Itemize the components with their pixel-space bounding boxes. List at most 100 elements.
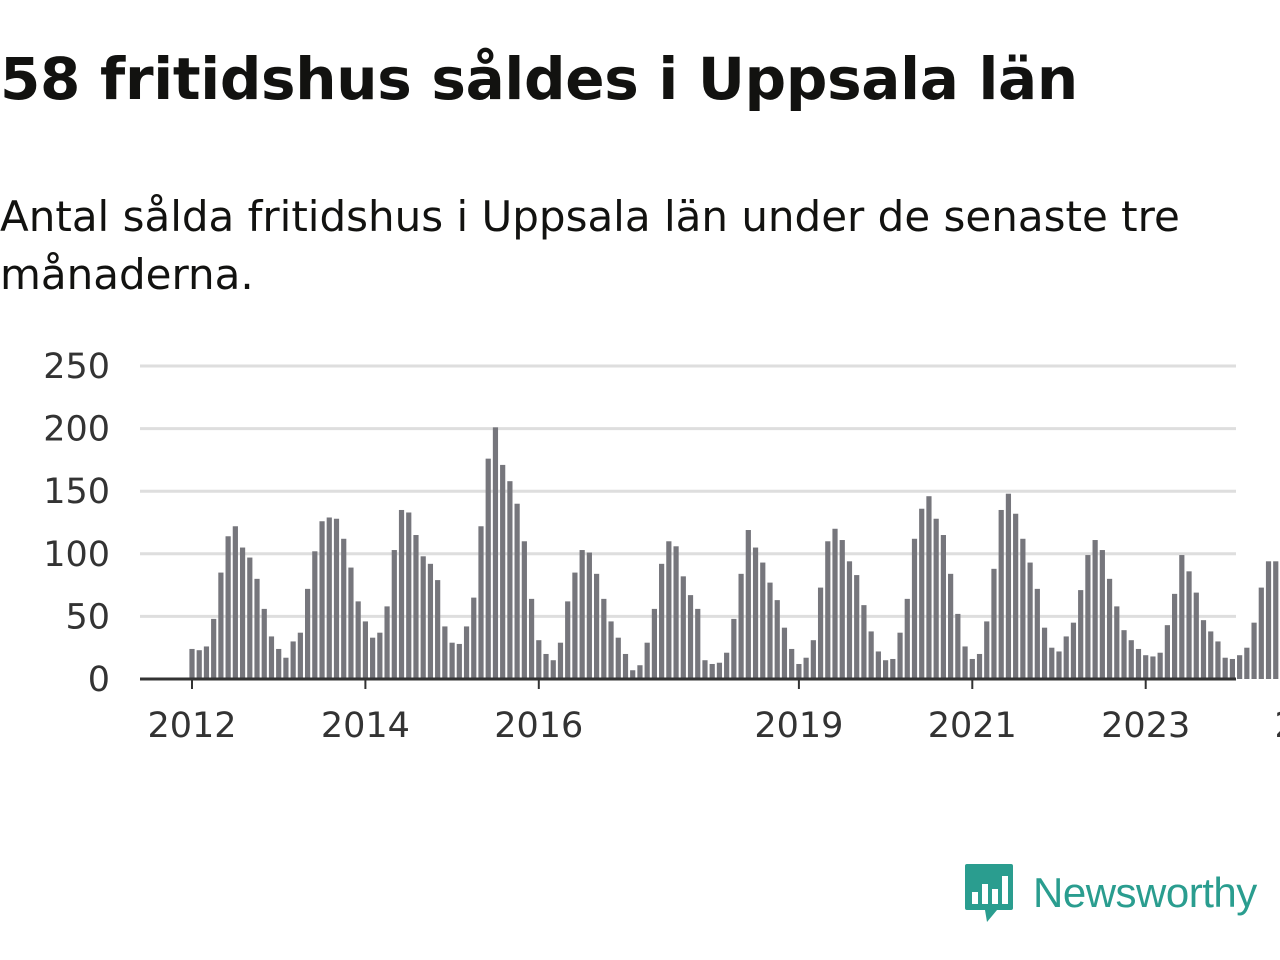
bar — [630, 670, 636, 679]
bar — [1135, 648, 1142, 679]
bar — [1157, 652, 1163, 679]
bar — [290, 641, 296, 679]
bar — [247, 557, 253, 679]
bar — [1099, 550, 1105, 679]
bar — [427, 563, 434, 679]
bar — [1085, 555, 1091, 679]
bar — [1078, 590, 1084, 679]
bar — [341, 538, 347, 679]
bar — [803, 657, 809, 679]
bar — [528, 598, 535, 679]
y-tick-label: 50 — [65, 597, 110, 637]
bar — [984, 621, 990, 679]
bar — [868, 631, 874, 679]
bar — [1013, 513, 1019, 679]
y-tick-label: 200 — [43, 410, 110, 450]
bar — [565, 601, 571, 679]
bar — [673, 546, 679, 679]
bar — [637, 665, 643, 679]
bar — [391, 550, 397, 679]
bar — [709, 663, 715, 679]
bar — [897, 632, 903, 679]
bar — [1143, 655, 1149, 679]
bar — [1049, 647, 1055, 679]
bar — [362, 621, 368, 679]
bar — [926, 496, 932, 679]
bar — [1150, 656, 1156, 679]
bar — [268, 636, 275, 679]
y-tick-label: 0 — [88, 660, 110, 700]
bar — [189, 648, 195, 679]
newsworthy-logo: Newsworthy — [963, 862, 1257, 924]
bar — [1092, 540, 1098, 679]
chart-subtitle: Antal sålda fritidshus i Uppsala län und… — [0, 192, 1180, 299]
bar — [543, 653, 549, 679]
chart-title: 58 fritidshus såldes i Uppsala län — [0, 45, 1078, 113]
bar — [594, 573, 600, 679]
bar — [962, 646, 968, 679]
bar — [1027, 562, 1033, 679]
bar — [500, 464, 506, 679]
bar — [1041, 627, 1048, 679]
x-tick-label: 2021 — [928, 706, 1017, 746]
bar — [507, 481, 513, 679]
bar — [745, 530, 751, 679]
bar — [817, 587, 824, 679]
bar — [796, 663, 802, 679]
x-tick-label: 2016 — [494, 706, 583, 746]
bar — [991, 568, 997, 679]
bar — [435, 580, 441, 679]
bar — [312, 551, 318, 679]
bar — [1215, 641, 1221, 679]
bar — [998, 509, 1004, 679]
bar — [760, 562, 766, 679]
newsworthy-logo-icon — [965, 864, 1013, 922]
bar — [680, 576, 686, 679]
bar — [948, 573, 954, 679]
bar — [218, 572, 224, 679]
bar — [319, 521, 325, 679]
bar — [767, 582, 773, 679]
bar — [1222, 657, 1228, 679]
bar — [1106, 578, 1113, 679]
x-tick-label: 2023 — [1101, 706, 1190, 746]
bar — [651, 608, 657, 679]
bar — [1265, 561, 1272, 679]
bar — [239, 547, 246, 679]
bar — [875, 651, 881, 679]
bar — [846, 561, 853, 679]
bar — [1005, 493, 1012, 679]
bar — [283, 657, 289, 679]
bar — [514, 503, 520, 679]
bar — [716, 662, 723, 679]
bar — [203, 646, 210, 679]
bar — [1020, 538, 1026, 679]
y-tick-label: 250 — [43, 347, 110, 387]
bar — [615, 637, 621, 679]
bar — [196, 650, 202, 679]
bar — [724, 652, 730, 679]
bar — [456, 643, 462, 679]
bar — [1237, 655, 1243, 679]
bar — [413, 535, 419, 679]
bar — [933, 518, 939, 679]
bar — [305, 588, 311, 679]
bar — [774, 600, 780, 679]
bar — [1208, 631, 1214, 679]
bar — [398, 509, 405, 679]
bar — [333, 518, 340, 679]
bar — [1164, 625, 1170, 679]
bar — [1172, 593, 1178, 679]
bar — [789, 648, 795, 679]
bar — [406, 512, 412, 679]
bar — [1121, 630, 1127, 679]
y-tick-label: 150 — [43, 472, 110, 512]
bar — [825, 541, 831, 679]
bar — [1034, 588, 1040, 679]
bar — [370, 637, 376, 679]
bar — [904, 598, 910, 679]
bar — [211, 618, 217, 679]
bar — [781, 627, 788, 679]
bar — [738, 573, 744, 679]
bar — [377, 632, 383, 679]
